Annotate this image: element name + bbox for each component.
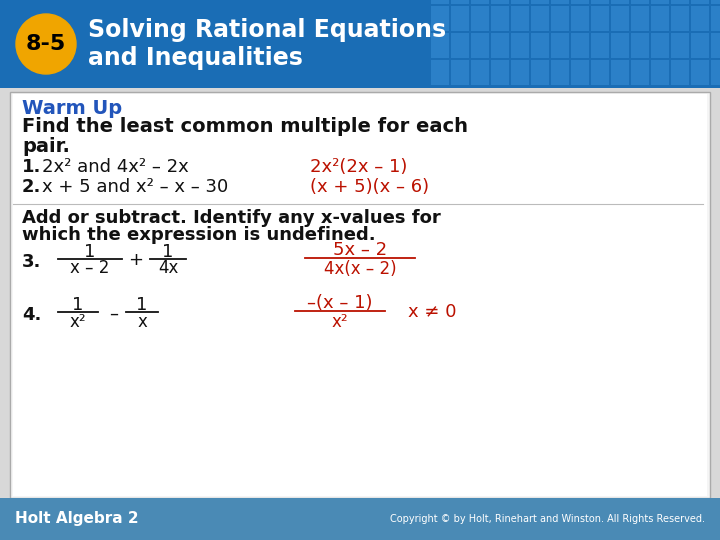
- Bar: [451, 0, 469, 4]
- Text: x: x: [137, 313, 147, 331]
- Text: 4x(x – 2): 4x(x – 2): [324, 260, 396, 278]
- Bar: [691, 0, 709, 4]
- Text: 2.: 2.: [22, 178, 41, 196]
- Bar: [551, 60, 569, 85]
- Bar: [611, 6, 629, 31]
- Bar: [691, 6, 709, 31]
- Text: 1: 1: [72, 296, 84, 314]
- Bar: [471, 33, 489, 58]
- Circle shape: [16, 14, 76, 74]
- Bar: [611, 0, 629, 4]
- Bar: [571, 0, 589, 4]
- Text: 8-5: 8-5: [26, 34, 66, 54]
- Bar: [671, 0, 689, 4]
- Text: +: +: [128, 251, 143, 269]
- Bar: [711, 0, 720, 4]
- Text: x + 5 and x² – x – 30: x + 5 and x² – x – 30: [42, 178, 228, 196]
- Bar: [711, 60, 720, 85]
- Text: Add or subtract. Identify any x-values for: Add or subtract. Identify any x-values f…: [22, 209, 441, 227]
- Bar: [531, 33, 549, 58]
- Bar: [591, 60, 609, 85]
- Bar: [491, 0, 509, 4]
- Text: Solving Rational Equations: Solving Rational Equations: [88, 18, 446, 42]
- Bar: [671, 6, 689, 31]
- Bar: [711, 6, 720, 31]
- Text: 1: 1: [136, 296, 148, 314]
- Bar: [431, 33, 449, 58]
- Bar: [631, 60, 649, 85]
- Bar: [10, 92, 710, 498]
- Bar: [531, 60, 549, 85]
- Text: 2x²(2x – 1): 2x²(2x – 1): [310, 158, 408, 176]
- Bar: [611, 33, 629, 58]
- Bar: [0, 0, 720, 88]
- Bar: [651, 0, 669, 4]
- Bar: [0, 498, 720, 540]
- Bar: [511, 6, 529, 31]
- Text: Find the least common multiple for each: Find the least common multiple for each: [22, 118, 468, 137]
- Bar: [671, 33, 689, 58]
- Bar: [611, 60, 629, 85]
- Text: x – 2: x – 2: [71, 259, 109, 277]
- Bar: [591, 0, 609, 4]
- Text: 1: 1: [162, 243, 174, 261]
- Bar: [651, 33, 669, 58]
- Text: x²: x²: [70, 313, 86, 331]
- Text: 2x² and 4x² – 2x: 2x² and 4x² – 2x: [42, 158, 189, 176]
- Bar: [691, 33, 709, 58]
- Text: which the expression is undefined.: which the expression is undefined.: [22, 226, 376, 244]
- Text: x²: x²: [332, 313, 348, 331]
- Bar: [571, 6, 589, 31]
- Bar: [591, 33, 609, 58]
- Bar: [431, 0, 449, 4]
- Text: and Inequalities: and Inequalities: [88, 46, 303, 70]
- Text: Copyright © by Holt, Rinehart and Winston. All Rights Reserved.: Copyright © by Holt, Rinehart and Winsto…: [390, 514, 705, 524]
- Text: 1.: 1.: [22, 158, 41, 176]
- Bar: [571, 33, 589, 58]
- Bar: [631, 33, 649, 58]
- Text: 3.: 3.: [22, 253, 41, 271]
- Bar: [431, 6, 449, 31]
- Bar: [651, 6, 669, 31]
- Bar: [431, 60, 449, 85]
- Bar: [551, 6, 569, 31]
- Text: 4x: 4x: [158, 259, 178, 277]
- Bar: [671, 60, 689, 85]
- Bar: [631, 6, 649, 31]
- Bar: [491, 6, 509, 31]
- Bar: [471, 0, 489, 4]
- Bar: [571, 60, 589, 85]
- Bar: [471, 60, 489, 85]
- Bar: [591, 6, 609, 31]
- Text: Warm Up: Warm Up: [22, 98, 122, 118]
- Bar: [491, 60, 509, 85]
- Text: x ≠ 0: x ≠ 0: [408, 303, 456, 321]
- Bar: [451, 60, 469, 85]
- Bar: [631, 0, 649, 4]
- Bar: [451, 33, 469, 58]
- Bar: [691, 60, 709, 85]
- Text: –: –: [109, 305, 119, 323]
- Bar: [451, 6, 469, 31]
- Text: pair.: pair.: [22, 137, 70, 156]
- Bar: [551, 0, 569, 4]
- Text: –(x – 1): –(x – 1): [307, 294, 373, 312]
- Text: 5x – 2: 5x – 2: [333, 241, 387, 259]
- Bar: [531, 6, 549, 31]
- Bar: [511, 33, 529, 58]
- Bar: [511, 0, 529, 4]
- Bar: [491, 33, 509, 58]
- Bar: [651, 60, 669, 85]
- Text: Holt Algebra 2: Holt Algebra 2: [15, 511, 139, 526]
- Bar: [531, 0, 549, 4]
- Bar: [511, 60, 529, 85]
- Bar: [13, 94, 707, 496]
- Text: (x + 5)(x – 6): (x + 5)(x – 6): [310, 178, 429, 196]
- Text: 4.: 4.: [22, 306, 41, 324]
- Bar: [711, 33, 720, 58]
- Text: 1: 1: [84, 243, 96, 261]
- Bar: [471, 6, 489, 31]
- Bar: [551, 33, 569, 58]
